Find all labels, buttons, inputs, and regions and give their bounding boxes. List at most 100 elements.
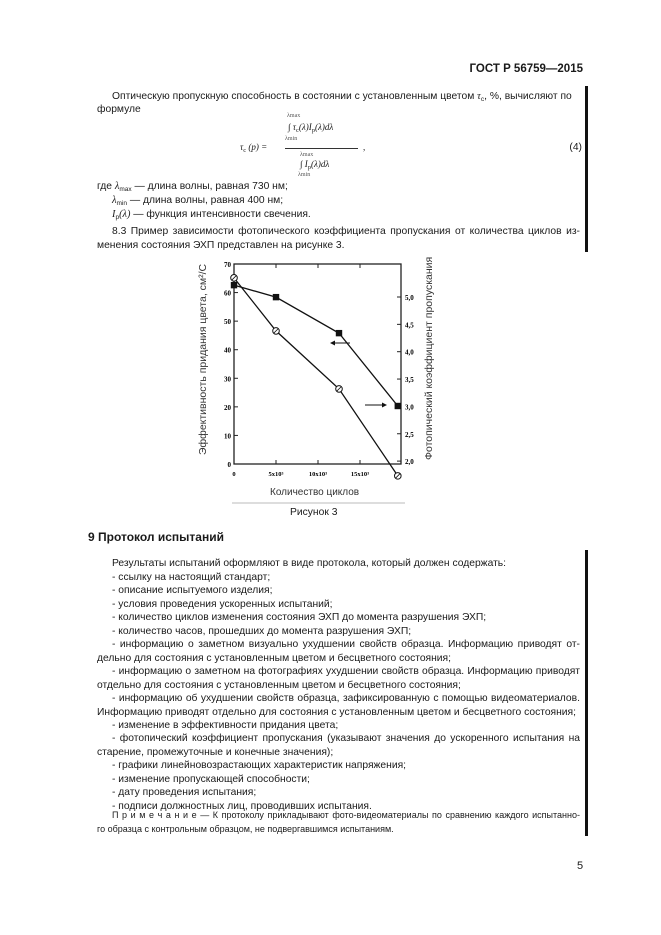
circle-marker-slash <box>336 386 342 392</box>
list-item-line: - изменение в эффективности придания цве… <box>112 719 339 731</box>
y-axis-label: Эффективность придания цвета, см²/С <box>197 263 209 455</box>
y-tick-label: 20 <box>224 404 232 412</box>
list-item-line: - графики линейновозрастающих характерис… <box>112 760 407 772</box>
definition-lambda-min: λmin — длина волны, равная 400 нм; <box>112 195 283 207</box>
y-tick-label: 0 <box>228 461 232 469</box>
definition-text: — длина волны, равная 730 нм; <box>131 181 288 192</box>
upper-limit: λmax <box>300 152 314 158</box>
tau-symbol: τ <box>477 91 481 102</box>
list-item-line: - подписи должностных лиц, проводивших и… <box>112 800 372 812</box>
denominator: ∫ Ip(λ)dλ <box>300 159 329 171</box>
definition-lambda-max: где λmax — длина волны, равная 730 нм; <box>97 181 288 193</box>
numerator-part: (λ)I <box>298 122 312 132</box>
numerator-end: (λ)dλ <box>314 122 334 132</box>
intro-line2: формуле <box>97 104 141 115</box>
list-item-line: - ссылку на настоящий стандарт; <box>112 572 271 583</box>
figure-caption: Рисунок 3 <box>290 507 338 518</box>
arrow-left-head <box>330 340 335 346</box>
note-label: П р и м е ч а н и е <box>112 810 197 820</box>
tau-sub: c <box>295 127 299 134</box>
definition-text: — длина волны, равная 400 нм; <box>126 195 284 206</box>
list-item-line: - информацию о заметном визуально ухудше… <box>112 639 580 651</box>
y-tick-label: 50 <box>224 318 232 326</box>
formula-number: (4) <box>569 142 582 153</box>
y2-tick-label: 2,0 <box>405 458 414 466</box>
y-tick-label: 70 <box>224 261 232 269</box>
definition-text: — функция интенсивности свечения. <box>130 209 311 220</box>
list-item-line: Информацию приводят отдельно для состоян… <box>97 706 576 718</box>
list-item-line: - фотопический коэффициент пропускания (… <box>112 733 580 745</box>
section-8-3-line1: 8.3 Пример зависимости фотопического коэ… <box>112 226 580 237</box>
lhs-sub: c <box>243 147 247 154</box>
formula-lhs: τc (p) = <box>240 142 267 154</box>
section-9-intro: Результаты испытаний оформляют в виде пр… <box>112 558 507 569</box>
formula-4: λmax ∫ τc(λ)Ip(λ)dλ λmin τc (p) = , λmax… <box>240 113 580 183</box>
section-8-3-line2: менения состояния ЭХП представлен на рис… <box>97 240 345 251</box>
y-tick-label: 10 <box>224 432 232 440</box>
circle-marker-slash <box>395 473 401 479</box>
x-tick-label: 10x10³ <box>309 471 327 478</box>
note-line2: го образца с контрольным образцом, не по… <box>97 824 394 834</box>
note-line1: П р и м е ч а н и е — К протоколу прикла… <box>112 810 580 820</box>
standard-number: ГОСТ Р 56759—2015 <box>469 63 583 75</box>
chart-plot-group: 0 10 20 30 40 50 60 70 2,0 2,5 3,0 3,5 4,0 4,5 5,0 0 5x1… <box>224 261 414 480</box>
formula-comma: , <box>363 142 366 152</box>
list-item-line: - условия проведения ускоренных испытани… <box>112 598 333 610</box>
square-marker <box>230 281 238 289</box>
change-bar <box>585 86 588 252</box>
x-tick-label: 5x10³ <box>269 471 284 478</box>
change-bar <box>585 550 588 836</box>
list-item-line: - изменение пропускающей способности; <box>112 773 310 785</box>
y-tick-label: 60 <box>224 290 232 298</box>
denominator-integral: ∫ I <box>300 159 308 169</box>
y2-axis-label: Фотопический коэффициент пропускания <box>423 257 435 460</box>
lower-limit: λmin <box>298 172 311 178</box>
circle-marker-slash <box>231 275 237 281</box>
tau-sub: c <box>480 96 485 103</box>
note-text: — К протоколу прикладывают фото-видеомат… <box>196 810 580 820</box>
section-9-title: 9 Протокол испытаний <box>88 530 224 544</box>
y-tick-label: 40 <box>224 347 232 355</box>
y2-tick-label: 3,0 <box>405 403 414 411</box>
figure-3-chart: 0 10 20 30 40 50 60 70 2,0 2,5 3,0 3,5 4,0 4,5 5,0 0 5x1… <box>197 257 435 504</box>
intensity-arg: (λ) <box>119 209 131 220</box>
definition-intensity: Ip(λ) — функция интенсивности свечения. <box>112 209 311 221</box>
lower-limit: λmin <box>285 136 298 142</box>
y-tick-label: 30 <box>224 375 232 383</box>
list-item-line: - количество часов, прошедших до момента… <box>112 625 412 637</box>
series-line-0 <box>233 284 399 407</box>
x-tick-label: 0 <box>232 471 235 478</box>
x-axis-label: Количество циклов <box>270 487 359 498</box>
list-item-line: - количество циклов изменения состояния … <box>112 612 487 624</box>
lambda-symbol: λ <box>112 195 117 206</box>
intensity-sub: p <box>115 214 120 221</box>
list-item-line: - описание испытуемого изделия; <box>112 585 273 597</box>
lhs-arg: (p) = <box>248 142 268 152</box>
list-item-line: дельно для состояния с установленным цве… <box>97 652 451 664</box>
square-marker <box>272 293 280 301</box>
list-item-line: - дату проведения испытания; <box>112 787 257 799</box>
square-marker <box>394 402 401 410</box>
x-tick-label: 15x10³ <box>351 471 369 478</box>
intro-paragraph: Оптическую пропускную способность в сост… <box>112 91 580 103</box>
numerator: ∫ τc(λ)Ip(λ)dλ <box>288 122 333 134</box>
intro-text-end: , %, вычисляют по <box>484 91 572 102</box>
p-sub: p <box>307 164 311 171</box>
y2-tick-label: 3,5 <box>405 376 414 384</box>
intensity-symbol: I <box>112 209 116 220</box>
numerator-integral: ∫ τ <box>288 122 296 132</box>
y2-tick-label: 4,0 <box>405 349 414 357</box>
square-marker <box>335 329 343 337</box>
lambda-symbol: λ <box>114 181 120 192</box>
list-item-line: - информацию о заметном на фотографиях у… <box>112 666 580 678</box>
list-item-line: - информацию об ухудшении свойств образц… <box>112 693 580 705</box>
arrow-right-head <box>382 402 387 408</box>
page-number: 5 <box>577 860 584 872</box>
circle-marker-slash <box>273 328 279 334</box>
y2-tick-label: 5,0 <box>405 294 414 302</box>
lambda-sub: min <box>116 200 127 207</box>
definition-prefix: где <box>97 181 115 192</box>
list-item-line: отдельно для состояния с установленным ц… <box>97 679 461 691</box>
fraction-bar <box>285 148 358 149</box>
intro-text: Оптическую пропускную способность в сост… <box>112 91 475 102</box>
